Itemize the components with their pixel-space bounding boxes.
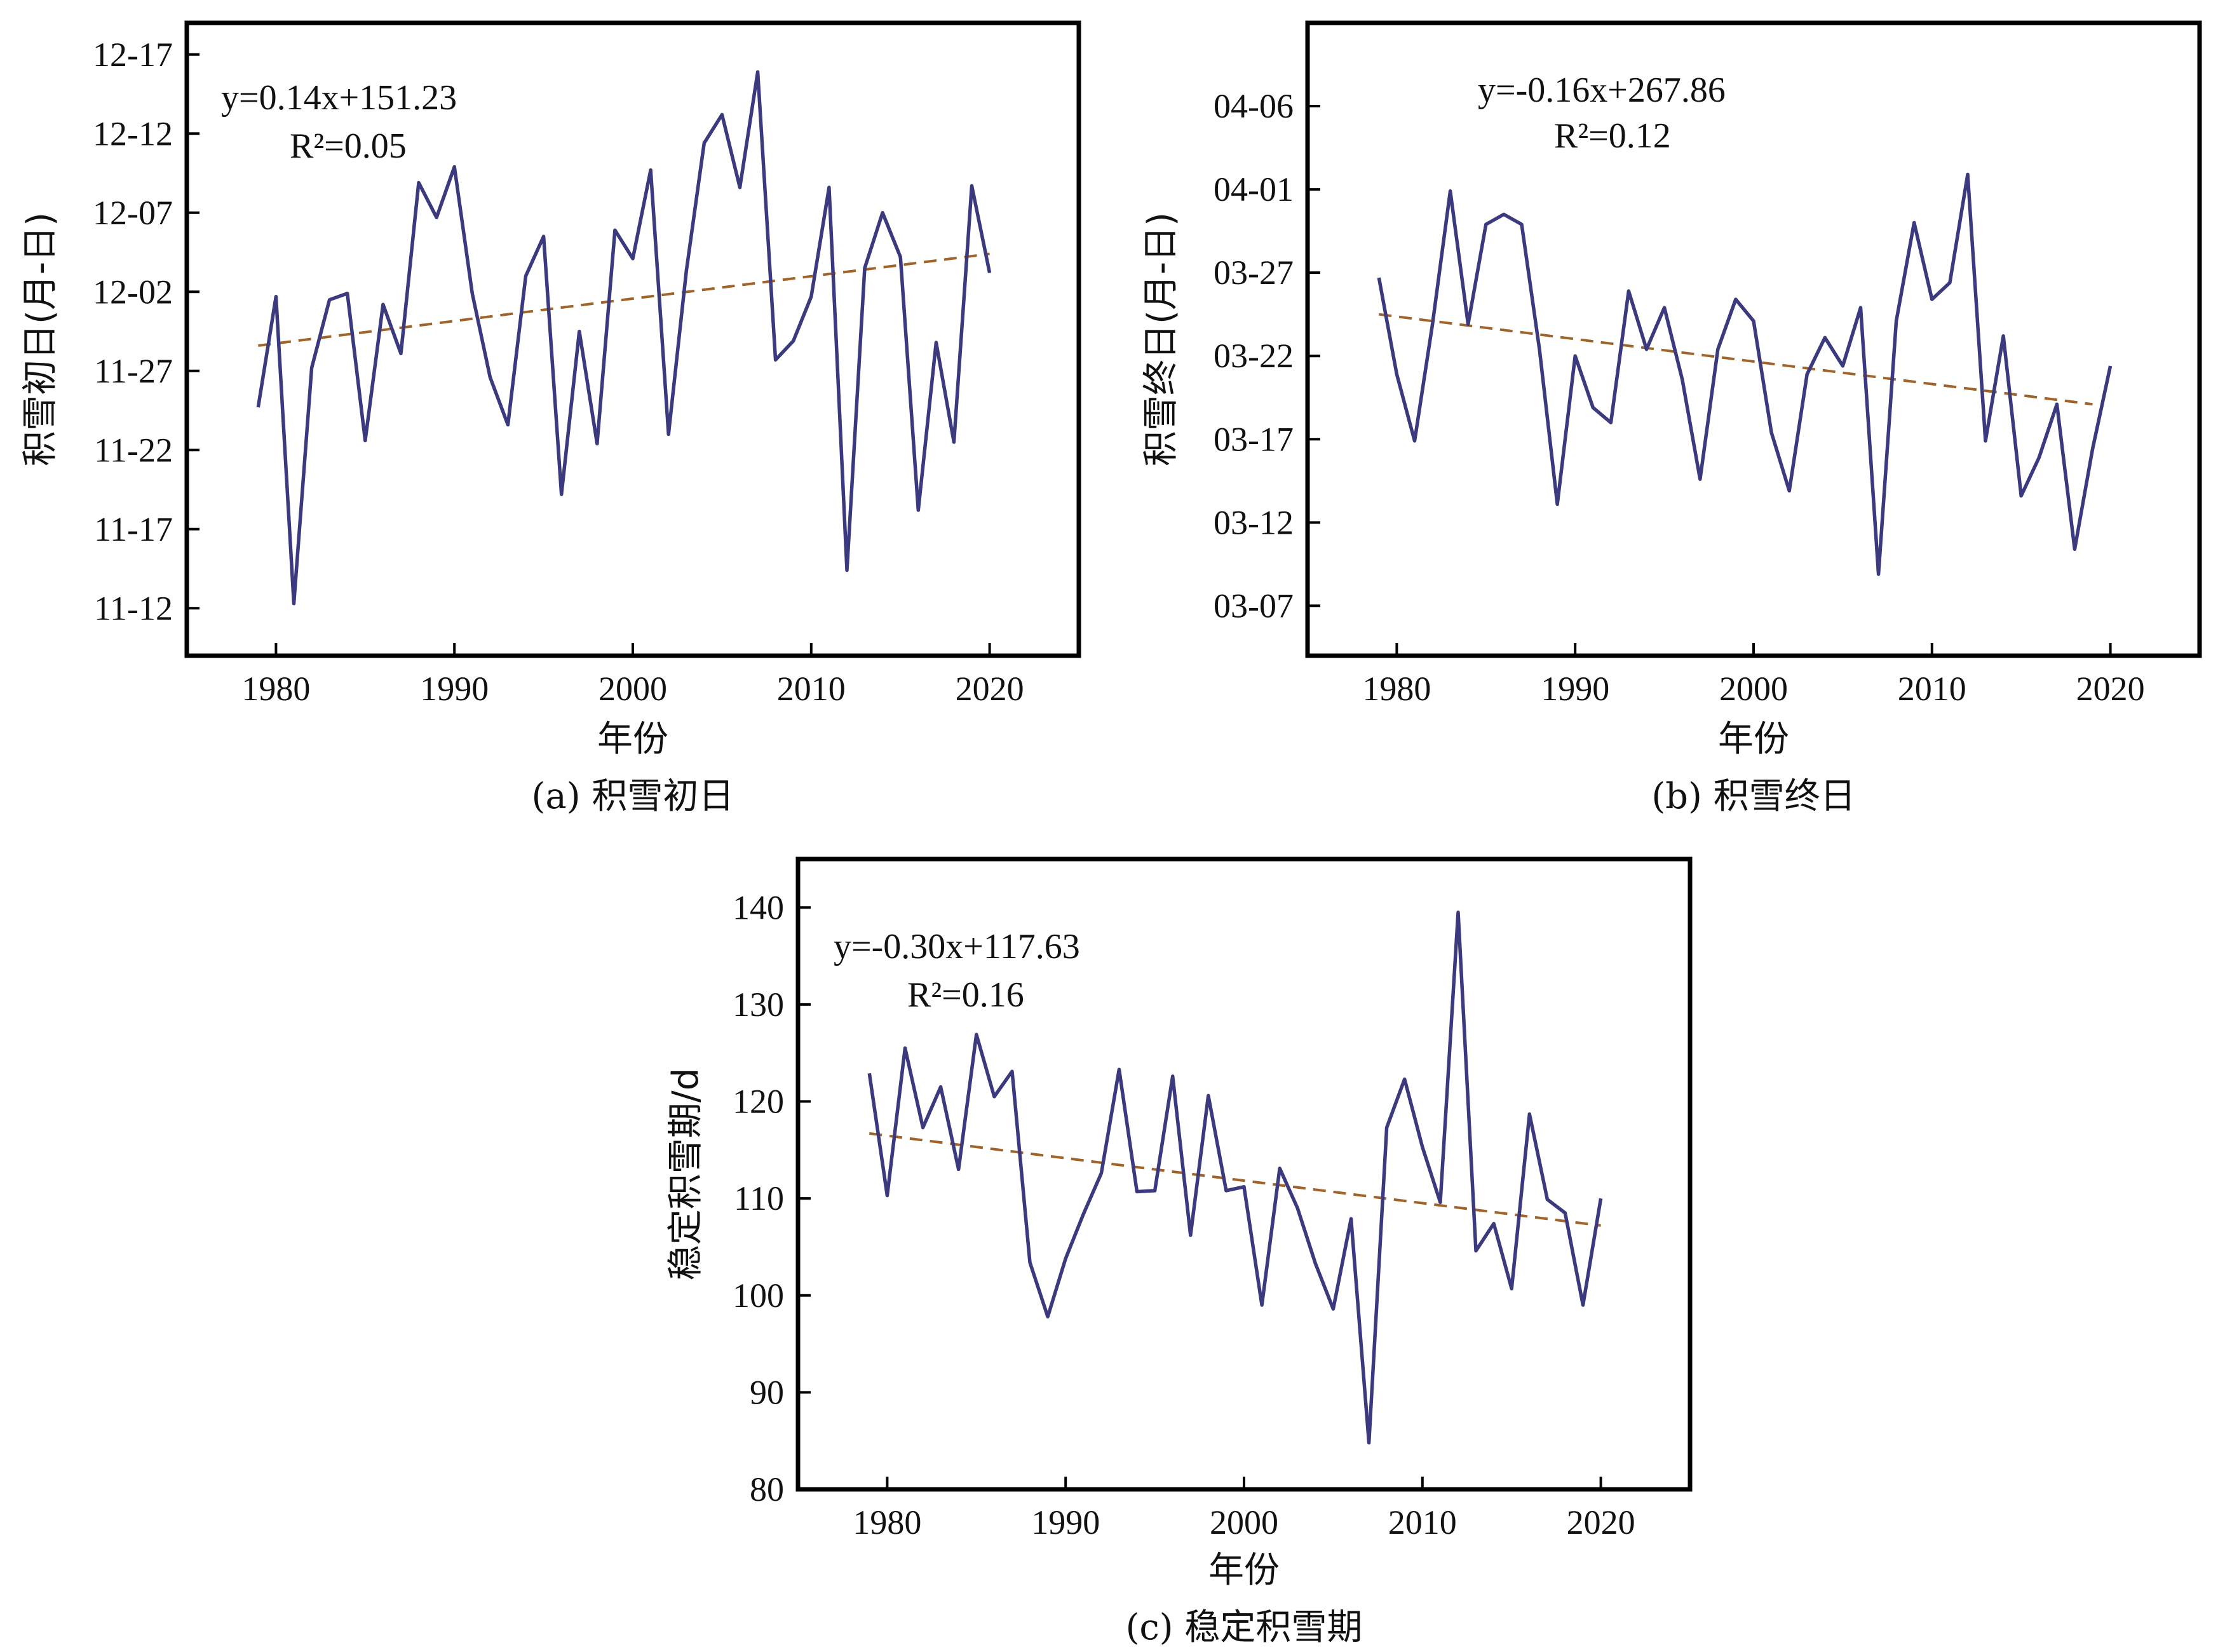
y-axis-label: 积雪终日(月-日)	[1140, 212, 1182, 466]
y-tick-label: 80	[750, 1470, 784, 1508]
y-tick-label: 11-17	[94, 510, 173, 548]
x-axis-label: 年份	[1208, 1550, 1280, 1591]
series-layer	[1377, 172, 2113, 576]
y-tick-label: 03-07	[1214, 586, 1294, 625]
y-tick-label: 110	[734, 1179, 784, 1217]
trend-line	[1379, 313, 2093, 406]
y-axis-label: 稳定积雪期/d	[665, 1068, 707, 1280]
x-tick-label: 2010	[1388, 1503, 1457, 1541]
x-axis-label: 年份	[1718, 719, 1789, 760]
trend-layer	[258, 252, 990, 347]
y-tick-label: 11-22	[94, 431, 173, 469]
r-squared: R²=0.12	[1554, 116, 1671, 156]
y-tick-label: 03-17	[1214, 420, 1294, 458]
y-tick-label: 12-02	[93, 273, 173, 311]
trend-layer	[1379, 313, 2093, 406]
y-axis-label: 积雪初日(月-日)	[20, 212, 61, 466]
y-tick-label: 12-07	[93, 194, 173, 232]
axis-ticks: 1980 1990 2000 2010 2020 11-12 11-17 11-22 11-27…	[93, 36, 1024, 708]
y-tick-label: 130	[733, 985, 784, 1024]
y-tick-label: 03-27	[1214, 254, 1294, 292]
chart-panel-b: 1980 1990 2000 2010 2020 03-07 03-12 03-17 03-22…	[1140, 20, 2202, 817]
series-line	[256, 70, 992, 606]
x-tick-label: 1980	[1362, 670, 1431, 708]
regression-equation: y=-0.30x+117.63	[834, 927, 1080, 966]
y-tick-label: 04-01	[1214, 170, 1294, 208]
trend-line	[869, 1132, 1601, 1227]
x-tick-label: 2000	[1210, 1503, 1278, 1541]
trend-layer	[869, 1132, 1601, 1227]
r-squared: R²=0.05	[290, 126, 407, 166]
x-tick-label: 2000	[599, 670, 667, 708]
y-tick-label: 12-12	[93, 114, 173, 152]
x-tick-label: 1990	[1031, 1503, 1100, 1541]
y-tick-label: 11-12	[94, 589, 173, 627]
axis-ticks: 1980 1990 2000 2010 2020 03-07 03-12 03-17 03-22…	[1214, 87, 2145, 708]
y-tick-label: 120	[733, 1083, 784, 1121]
regression-equation: y=-0.16x+267.86	[1478, 71, 1726, 110]
x-tick-label: 2010	[1898, 670, 1966, 708]
series-line	[867, 911, 1603, 1445]
plot-frame	[1305, 20, 2202, 658]
panel-caption: (b) 积雪终日	[1651, 776, 1855, 817]
y-tick-label: 140	[733, 888, 784, 926]
y-tick-label: 11-27	[94, 352, 173, 390]
x-tick-label: 1990	[420, 670, 489, 708]
panel-caption: (a) 积雪初日	[532, 776, 734, 817]
y-tick-label: 03-12	[1214, 503, 1294, 541]
x-axis-label: 年份	[597, 719, 668, 760]
x-tick-label: 1990	[1541, 670, 1609, 708]
trend-line	[258, 252, 990, 347]
x-tick-label: 2020	[2076, 670, 2145, 708]
r-squared: R²=0.16	[907, 975, 1024, 1015]
series-layer	[256, 70, 992, 606]
y-tick-label: 04-06	[1214, 87, 1294, 125]
x-tick-label: 2010	[777, 670, 846, 708]
chart-panel-c: 1980 1990 2000 2010 20208090100110120130140 …	[665, 856, 1693, 1648]
x-tick-label: 1980	[241, 670, 310, 708]
series-line	[1377, 172, 2113, 576]
x-tick-label: 2020	[956, 670, 1024, 708]
series-layer	[867, 911, 1603, 1445]
chart-panel-a: 1980 1990 2000 2010 2020 11-12 11-17 11-22 11-27…	[20, 20, 1081, 817]
axis-ticks: 1980 1990 2000 2010 2020 80 90 100 110 120 130 140	[733, 888, 1635, 1541]
y-tick-label: 12-17	[93, 36, 173, 74]
y-tick-label: 03-22	[1214, 337, 1294, 375]
x-tick-label: 1980	[853, 1503, 921, 1541]
x-tick-label: 2020	[1567, 1503, 1635, 1541]
y-tick-label: 100	[733, 1276, 784, 1315]
panel-caption: (c) 稳定积雪期	[1126, 1607, 1363, 1648]
x-tick-label: 2000	[1719, 670, 1788, 708]
y-tick-label: 90	[750, 1373, 784, 1411]
regression-equation: y=0.14x+151.23	[221, 78, 457, 118]
